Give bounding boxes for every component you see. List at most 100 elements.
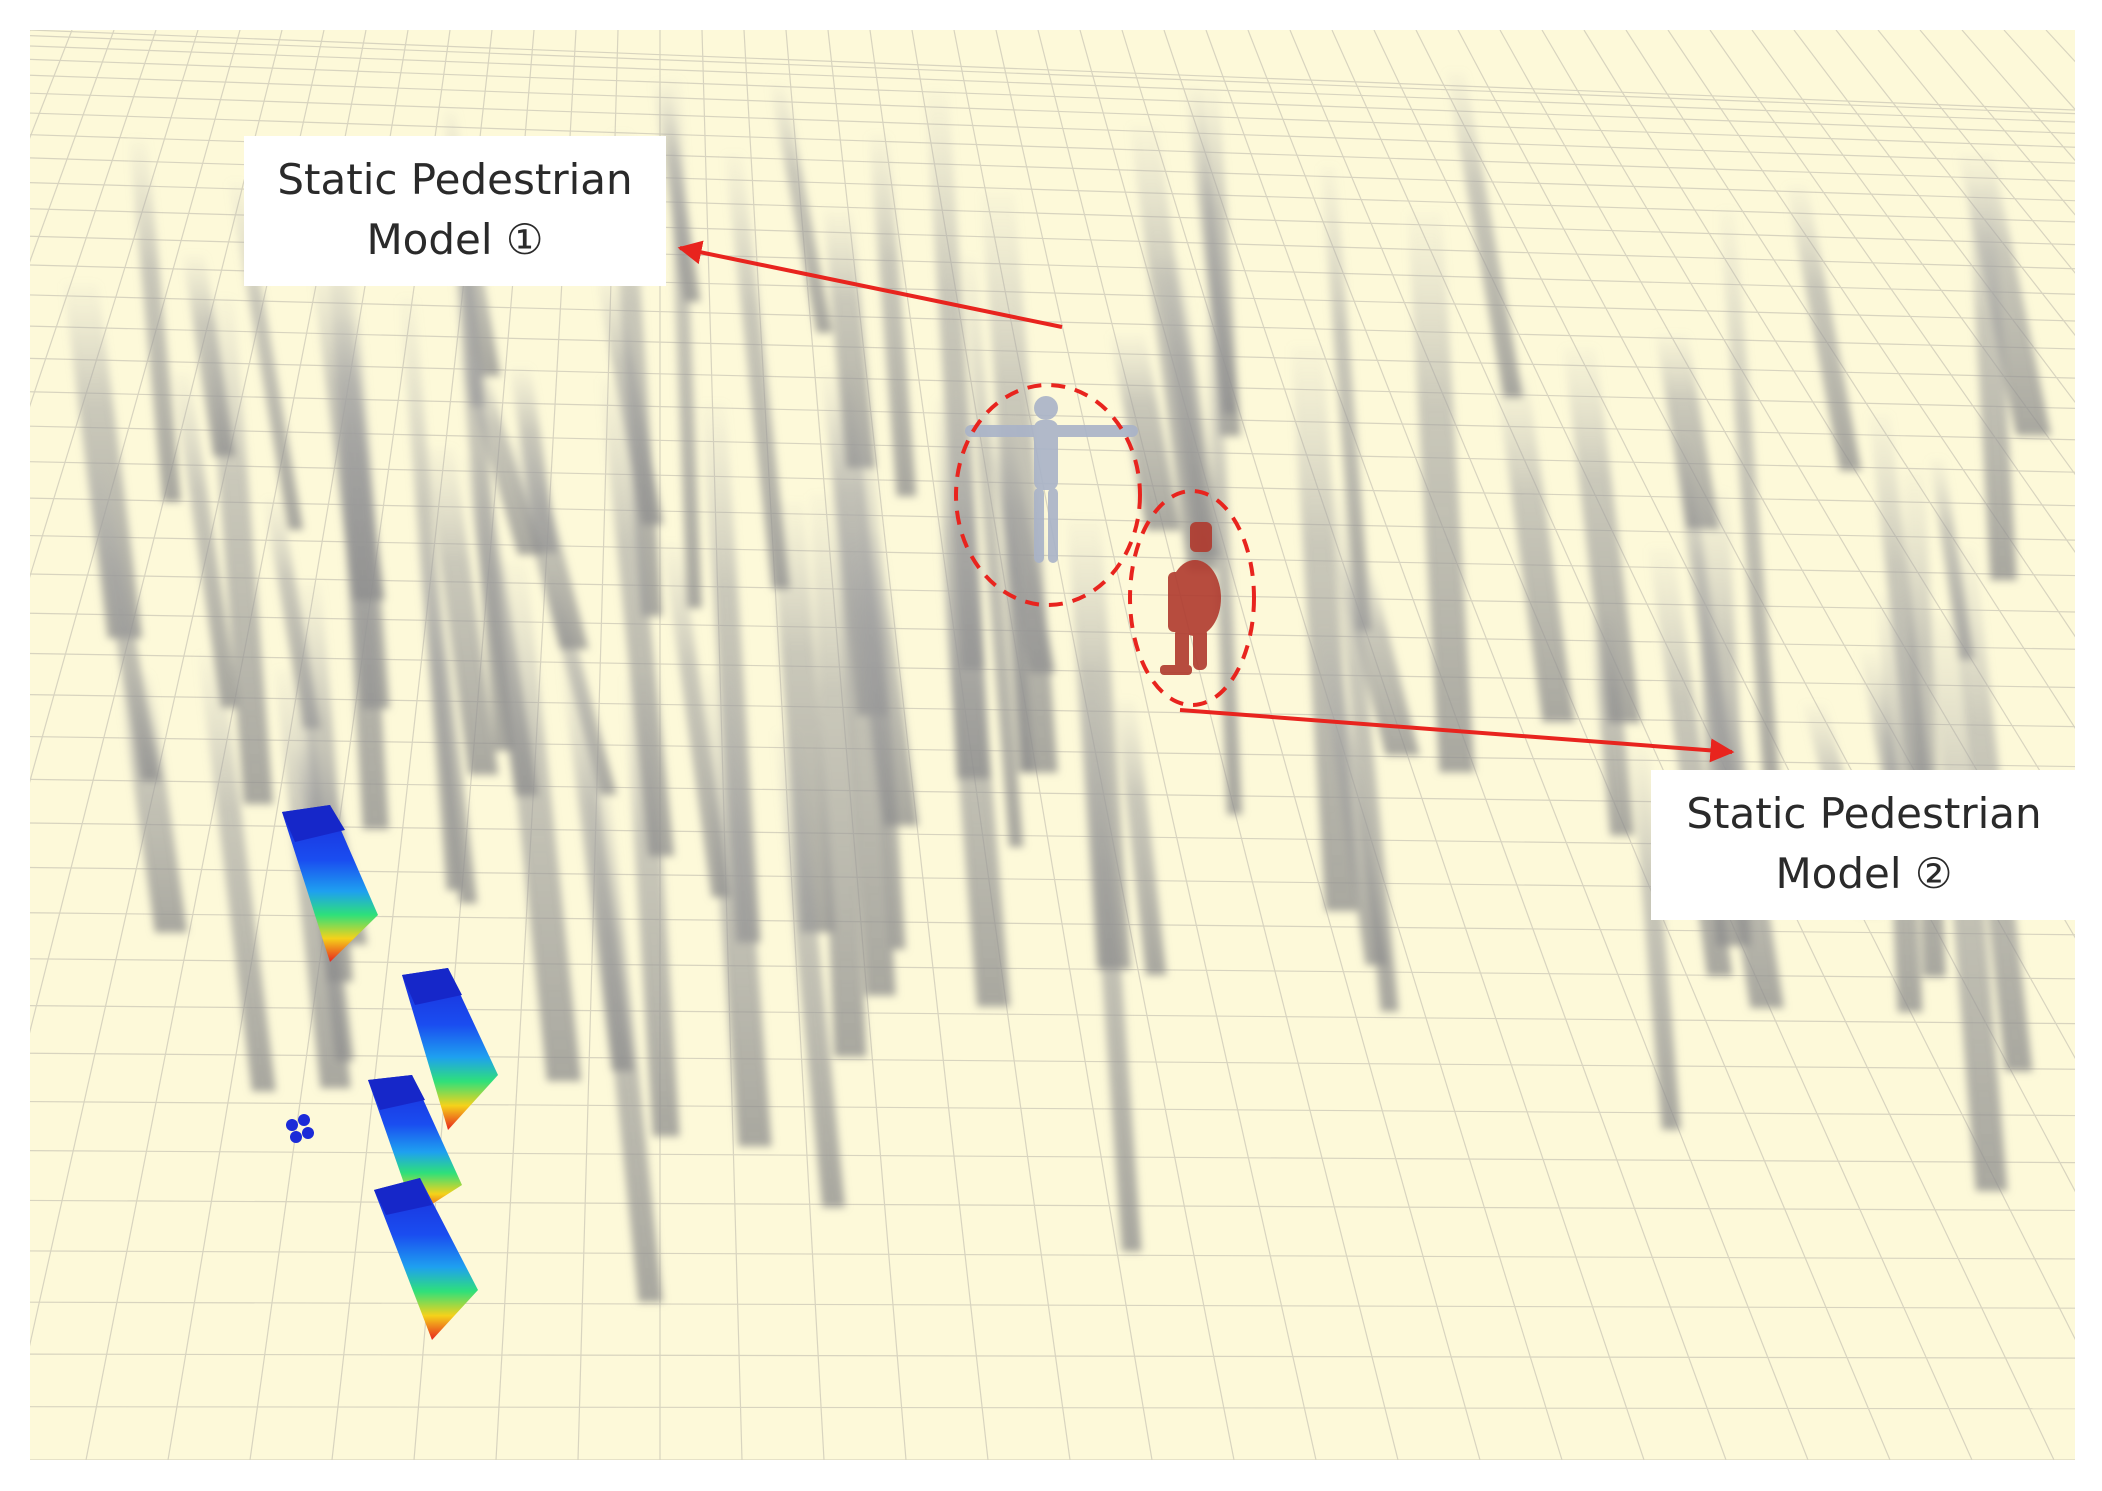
obstacle-pillar: [980, 192, 1058, 773]
small-blue-marker: [286, 1114, 314, 1143]
obstacle-pillar: [416, 537, 478, 904]
grid-line: [30, 45, 2075, 123]
callout-1-line-1: Static Pedestrian: [277, 155, 633, 204]
callout-2-line-1: Static Pedestrian: [1686, 789, 2042, 838]
grid-line: [1625, 30, 2075, 730]
grid-line: [30, 1250, 2075, 1260]
heatmap-blocks: [282, 805, 498, 1340]
obstacle-pillar: [809, 494, 867, 1057]
arrow-model-2: [1179, 708, 1735, 763]
callout-static-pedestrian-model-2: Static Pedestrian Model ②: [1651, 770, 2077, 920]
obstacle-pillar: [85, 466, 161, 781]
pedestrian-model-1: [965, 396, 1138, 563]
obstacle-pillar: [458, 356, 542, 555]
obstacle-pillar: [1066, 519, 1131, 970]
grid-line: [30, 58, 2075, 134]
obstacle-pillar: [63, 283, 143, 639]
grid-line: [995, 30, 1317, 1460]
grid-line: [1751, 30, 2075, 476]
grid-line: [1667, 30, 2075, 638]
obstacle-pillar: [1718, 210, 1782, 800]
obstacle-pillar: [128, 139, 182, 502]
obstacle-pillar: [560, 660, 634, 1072]
grid-line: [30, 30, 31, 32]
obstacle-pillar: [1785, 185, 1862, 471]
heatmap-block-2: [402, 968, 498, 1130]
grid-line: [30, 30, 199, 579]
highlight-ellipse-model-2: [1128, 489, 1256, 707]
grid-line: [1037, 30, 1399, 1460]
obstacle-pillar: [1329, 487, 1399, 1012]
grid-line: [30, 1199, 2075, 1212]
obstacle-pillar: [1129, 125, 1217, 571]
heatmap-block-3: [368, 1075, 462, 1215]
grid-line: [30, 92, 2075, 164]
grid-line: [30, 74, 2075, 148]
grid-line: [30, 1005, 2075, 1025]
callout-2-line-2: Model ②: [1775, 849, 1953, 898]
obstacle-pillar: [448, 193, 514, 751]
heatmap-block-1: [282, 805, 378, 962]
obstacle-pillar: [624, 676, 680, 1137]
arrow-model-1: [677, 240, 1063, 329]
grid-line: [2088, 30, 2102, 1460]
callout-static-pedestrian-model-1: Static Pedestrian Model ①: [244, 136, 666, 286]
obstacle-pillar: [1316, 632, 1388, 966]
obstacle-pillar: [311, 265, 385, 601]
grid-line: [30, 1052, 2075, 1070]
obstacle-pillar: [1590, 615, 1635, 836]
obstacle-pillar: [702, 670, 772, 1147]
obstacle-pillar: [1655, 333, 1720, 530]
obstacle-pillar: [171, 372, 239, 708]
grid-line: [30, 1301, 2075, 1309]
heatmap-block-4: [374, 1178, 478, 1340]
obstacle-pillar: [868, 134, 917, 497]
highlight-ellipse-model-1: [954, 383, 1142, 607]
grid-line: [30, 1406, 2075, 1410]
obstacle-pillar: [424, 447, 499, 775]
grid-line: [30, 958, 2075, 980]
grid-line: [30, 1150, 2075, 1164]
obstacle-pillar: [503, 434, 589, 650]
grid-line: [30, 1100, 2075, 1117]
grid-line: [1457, 30, 2075, 1193]
obstacle-pillar: [823, 209, 876, 469]
grid-line: [30, 30, 241, 783]
obstacle-pillar: [1630, 745, 1681, 1130]
obstacle-pillar: [1563, 347, 1641, 724]
obstacle-pillar: [1320, 166, 1372, 631]
obstacle-pillar: [1197, 89, 1241, 436]
obstacle-pillar: [1445, 71, 1524, 398]
obstacle-pillar: [599, 378, 675, 857]
obstacle-pillar: [1203, 302, 1243, 815]
obstacle-pillar: [1335, 561, 1420, 756]
grid-line: [30, 112, 2075, 182]
obstacle-pillar: [769, 85, 833, 333]
obstacle-pillar: [770, 501, 835, 933]
obstacle-pillar: [1115, 700, 1167, 976]
obstacle-pillar: [197, 654, 276, 1092]
pedestrian-model-2: [1160, 522, 1221, 675]
grid-line: [30, 30, 2075, 111]
obstacle-pillar: [961, 256, 1024, 847]
grid-line: [30, 30, 157, 408]
grid-line: [1079, 30, 1481, 1460]
obstacle-pillar: [596, 275, 664, 525]
obstacle-pillar: [1110, 333, 1182, 531]
obstacle-pillar: [182, 254, 236, 457]
obstacle-pillar: [1406, 211, 1475, 773]
grid-line: [1289, 30, 1891, 1460]
grid-line: [1877, 30, 2075, 274]
obstacle-pillar: [774, 730, 846, 1208]
grid-line: [30, 35, 2075, 115]
obstacle-pillar: [1495, 376, 1575, 723]
callout-1-line-2: Model ①: [366, 215, 544, 264]
grid-line: [1835, 30, 2075, 337]
grid-line: [30, 1353, 2075, 1359]
obstacle-pillar: [662, 542, 731, 898]
obstacle-pillar: [935, 397, 991, 779]
grid-line: [1709, 30, 2075, 553]
obstacle-pillar: [830, 409, 896, 996]
obstacle-pillar: [1967, 183, 2017, 581]
grid-line: [30, 30, 283, 1034]
